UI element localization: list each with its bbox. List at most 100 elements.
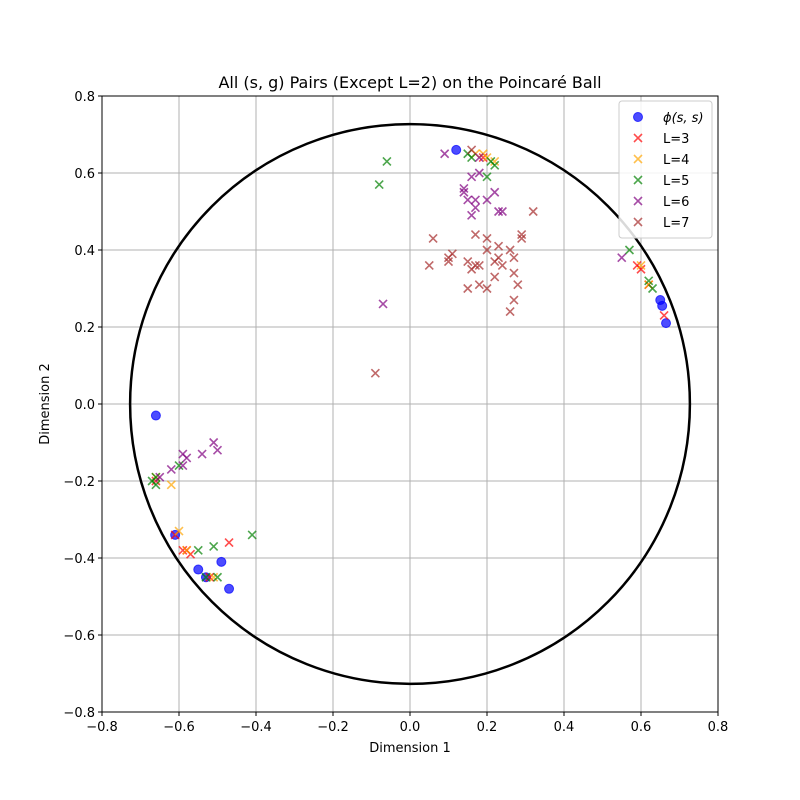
series-4 [155, 149, 627, 482]
data-point [467, 210, 477, 220]
series-0 [150, 144, 672, 594]
data-point [155, 472, 165, 482]
data-point [212, 445, 223, 455]
data-point [647, 283, 658, 294]
data-points [147, 144, 672, 594]
data-point [174, 526, 184, 536]
x-tick-label: 0.4 [554, 720, 575, 735]
data-point [497, 206, 507, 217]
data-point [209, 437, 219, 448]
legend-marker [633, 133, 643, 143]
y-tick-label: 0.2 [74, 321, 95, 336]
data-point [224, 583, 235, 594]
data-point [178, 461, 188, 471]
series-3 [147, 149, 658, 582]
data-point [166, 464, 176, 475]
x-axis-ticks: −0.8 −0.6 −0.4 −0.2 0.0 0.2 0.4 0.6 0.8 [86, 712, 728, 735]
data-point [482, 245, 492, 255]
x-tick-label: 0.8 [708, 720, 729, 735]
data-point [636, 260, 646, 270]
data-point [482, 195, 492, 205]
legend-label: L=6 [663, 195, 689, 210]
data-point [247, 530, 257, 540]
data-point [482, 283, 492, 294]
data-point [178, 449, 188, 459]
y-axis-label: Dimension 2 [38, 363, 53, 445]
data-point [224, 538, 234, 548]
legend-box [618, 100, 713, 239]
data-point [193, 545, 203, 555]
x-tick-label: −0.4 [240, 720, 272, 735]
data-point [644, 276, 654, 286]
data-point [470, 203, 481, 213]
data-point [482, 233, 492, 244]
boundary-circle-layer [128, 122, 692, 686]
data-point [467, 172, 477, 182]
data-point [657, 300, 668, 311]
series-2 [151, 149, 654, 582]
data-point [505, 307, 515, 317]
data-point [636, 264, 646, 274]
data-point [470, 260, 481, 270]
legend: ϕ(s, s) L=3 L=4 L=5 L=6 L=7 [618, 100, 713, 239]
data-point [178, 545, 188, 555]
data-point [474, 168, 484, 178]
data-point [490, 187, 500, 197]
data-point [209, 541, 219, 552]
y-tick-label: −0.8 [63, 706, 95, 721]
y-axis-ticks: −0.8 −0.6 −0.4 −0.2 0.0 0.2 0.4 0.6 0.8 [63, 90, 102, 721]
legend-label: L=3 [663, 132, 689, 147]
data-point [661, 318, 672, 329]
data-point [166, 480, 176, 490]
data-point [478, 153, 488, 163]
legend-label: ϕ(s, s) [663, 111, 704, 126]
x-tick-label: −0.2 [317, 720, 349, 735]
data-point [459, 183, 469, 193]
legend-marker [633, 217, 643, 227]
data-point [493, 206, 504, 217]
x-tick-label: −0.8 [86, 720, 118, 735]
poincare-boundary-circle [128, 122, 692, 686]
data-point [509, 295, 519, 305]
y-tick-label: −0.6 [63, 629, 95, 644]
data-point [424, 260, 434, 270]
data-point [216, 556, 227, 567]
data-point [463, 256, 473, 267]
data-point [505, 245, 515, 255]
chart-title: All (s, g) Pairs (Except L=2) on the Poi… [218, 73, 601, 92]
data-point [209, 572, 219, 582]
data-point [428, 233, 438, 244]
data-point [212, 572, 223, 582]
data-point [378, 299, 388, 309]
data-point [467, 153, 477, 163]
data-point [467, 145, 477, 155]
data-point [617, 253, 627, 263]
x-tick-label: −0.6 [163, 720, 195, 735]
data-point [474, 260, 484, 270]
data-point [174, 461, 184, 471]
data-point [463, 195, 473, 205]
data-point [493, 241, 504, 251]
legend-label: L=4 [663, 153, 689, 168]
data-point [528, 206, 538, 217]
legend-marker [633, 196, 643, 206]
data-point [470, 230, 481, 240]
data-point [370, 368, 380, 378]
data-point [509, 268, 519, 278]
y-tick-label: −0.2 [63, 475, 95, 490]
data-point [517, 230, 527, 240]
data-point [497, 260, 507, 270]
data-point [509, 253, 519, 263]
x-tick-label: 0.2 [477, 720, 498, 735]
legend-marker [633, 112, 643, 122]
y-tick-label: 0.4 [74, 244, 95, 259]
data-point [474, 153, 484, 163]
data-point [201, 572, 211, 582]
data-point [459, 187, 469, 197]
data-point [470, 195, 481, 205]
data-point [374, 179, 384, 190]
data-point [493, 253, 504, 263]
data-point [517, 233, 527, 244]
x-axis-label: Dimension 1 [369, 741, 451, 756]
